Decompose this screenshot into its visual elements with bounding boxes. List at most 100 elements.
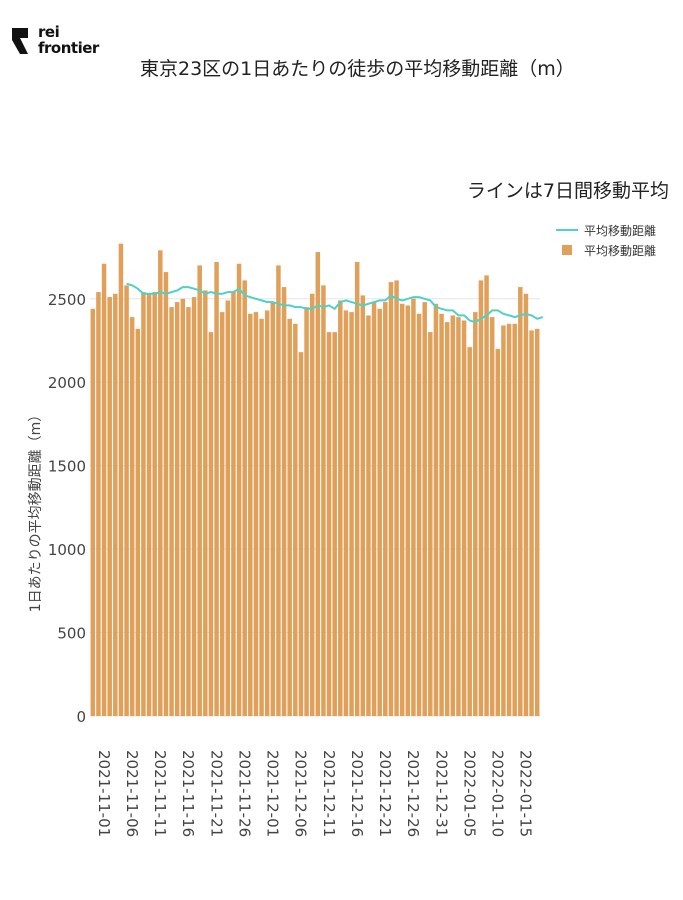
bar[interactable] [439,313,444,716]
bar[interactable] [349,312,354,716]
bar[interactable] [113,293,118,716]
bar[interactable] [309,293,315,716]
bar[interactable] [444,322,450,716]
bar[interactable] [118,243,124,717]
bar[interactable] [484,275,489,716]
bar[interactable] [298,352,304,716]
bar[interactable] [422,302,427,716]
bar[interactable] [523,293,529,716]
x-tick-label: 2021-11-01 [95,750,113,837]
bar[interactable] [529,330,534,716]
bar[interactable] [197,265,202,716]
moving-average-line[interactable] [126,282,544,324]
bar[interactable] [473,312,478,716]
bar[interactable] [186,307,191,716]
bar[interactable] [315,252,321,716]
y-axis-label: 1日あたりの平均移動距離（m） [27,408,44,613]
x-axis: 2021-11-01 2021-11-06 2021-11-11 2021-11-16… [95,750,535,837]
bar[interactable] [388,282,394,716]
bar[interactable] [506,323,512,716]
bar[interactable] [242,280,247,716]
bar[interactable] [326,332,332,716]
bar[interactable] [135,328,141,716]
bar[interactable] [383,302,388,716]
bar[interactable] [270,302,276,716]
bar[interactable] [371,302,377,716]
bar[interactable] [107,297,112,716]
bar[interactable] [377,308,382,716]
bar[interactable] [467,347,472,716]
bar[interactable] [276,265,281,716]
bar[interactable] [129,317,135,716]
bar[interactable] [366,315,371,716]
bar[interactable] [287,318,292,716]
bar[interactable] [248,313,253,716]
x-tick-label: 2021-11-06 [123,750,141,837]
bar[interactable] [354,262,360,716]
legend-item-bar[interactable]: 平均移動距離 [556,240,656,260]
bar[interactable] [163,272,169,716]
bar[interactable] [405,305,411,716]
x-tick-label: 2021-11-11 [151,750,169,837]
bar[interactable] [338,300,343,716]
bar[interactable] [96,292,101,716]
bar[interactable] [158,250,163,716]
bar[interactable] [174,302,180,716]
bar[interactable] [236,263,242,716]
brand-logo: rei frontier [10,22,120,62]
bar[interactable] [264,310,270,716]
bar[interactable] [456,317,461,716]
bar[interactable] [534,328,540,716]
bar[interactable] [214,262,219,716]
bar[interactable] [360,295,366,716]
grid [90,298,540,717]
bar[interactable] [225,300,231,716]
bar[interactable] [101,263,107,716]
bar[interactable] [512,323,517,716]
bar[interactable] [411,298,416,716]
x-tick-label: 2021-12-31 [432,750,450,837]
bar[interactable] [281,287,287,716]
bar[interactable] [293,323,298,716]
bar[interactable] [146,293,152,716]
bar[interactable] [495,348,501,716]
bar[interactable] [124,285,129,716]
bar[interactable] [489,317,495,716]
brand-wordmark: rei frontier [38,24,99,56]
legend-line-label: 平均移動距離 [584,223,657,238]
bar[interactable] [152,292,157,716]
bar[interactable] [259,318,264,716]
bar[interactable] [203,290,208,716]
bar[interactable] [332,332,337,716]
bar[interactable] [180,298,186,716]
y-tick-label: 2500 [48,291,86,309]
bar[interactable] [501,325,506,716]
bar[interactable] [321,285,326,716]
bar[interactable] [433,303,439,716]
bar[interactable] [394,280,399,716]
x-tick-label: 2021-11-16 [179,750,197,837]
bar[interactable] [450,315,456,716]
bar[interactable] [518,287,523,716]
x-tick-label: 2021-12-11 [320,750,338,837]
bar[interactable] [399,303,405,716]
bar[interactable] [141,292,146,716]
bar[interactable] [219,312,225,716]
bar[interactable] [416,313,422,716]
brand-line-1: rei [38,23,60,41]
bar[interactable] [304,307,309,716]
bar[interactable] [231,292,236,716]
bar[interactable] [478,280,484,716]
bar[interactable] [253,312,259,716]
bar[interactable] [208,332,214,716]
x-tick-label: 2021-11-21 [207,750,225,837]
bar[interactable] [169,307,174,716]
bar[interactable] [343,310,349,716]
bar[interactable] [428,332,433,716]
legend-item-line[interactable]: 平均移動距離 [556,220,656,240]
bar[interactable] [191,297,197,716]
bar[interactable] [461,320,467,716]
bar[interactable] [90,308,96,716]
y-axis: 0 500 1000 1500 2000 2500 [48,291,86,726]
